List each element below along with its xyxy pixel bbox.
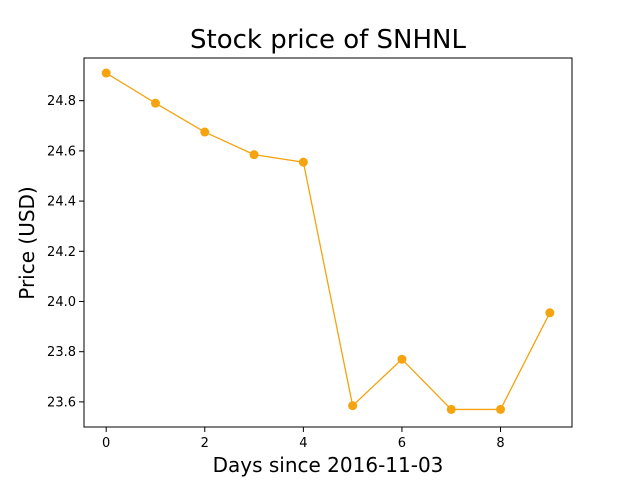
data-point — [101, 68, 111, 78]
series-layer — [101, 68, 555, 414]
y-tick-label: 24.6 — [47, 144, 76, 159]
y-tick-label: 24.8 — [47, 94, 76, 109]
x-tick-label: 0 — [102, 436, 110, 451]
y-tick-label: 24.0 — [47, 295, 76, 310]
data-point — [496, 404, 506, 414]
y-tick-label: 23.6 — [47, 395, 76, 410]
data-point — [348, 401, 358, 411]
plot-frame — [83, 57, 573, 428]
series-line — [105, 72, 551, 411]
x-tick-label: 4 — [299, 436, 307, 451]
chart-title: Stock price of SNHNL — [190, 25, 466, 55]
data-point — [545, 308, 555, 318]
data-point — [150, 98, 160, 108]
x-tick-label: 6 — [398, 436, 406, 451]
x-axis-label: Days since 2016-11-03 — [213, 453, 444, 477]
y-tick-label: 23.8 — [47, 345, 76, 360]
data-point — [200, 127, 210, 137]
y-axis: 23.6 23.8 24.0 24.2 24.4 24.6 24.8 — [47, 94, 84, 410]
data-point — [298, 157, 308, 167]
data-point — [446, 404, 456, 414]
x-axis: 0 2 4 6 8 — [102, 427, 505, 451]
y-axis-label: Price (USD) — [15, 186, 39, 300]
data-point — [249, 150, 259, 160]
x-tick-label: 2 — [201, 436, 209, 451]
data-point — [397, 354, 407, 364]
y-tick-label: 24.4 — [47, 195, 76, 210]
plot-area — [83, 57, 573, 428]
y-tick-label: 24.2 — [47, 245, 76, 260]
x-tick-label: 8 — [496, 436, 504, 451]
